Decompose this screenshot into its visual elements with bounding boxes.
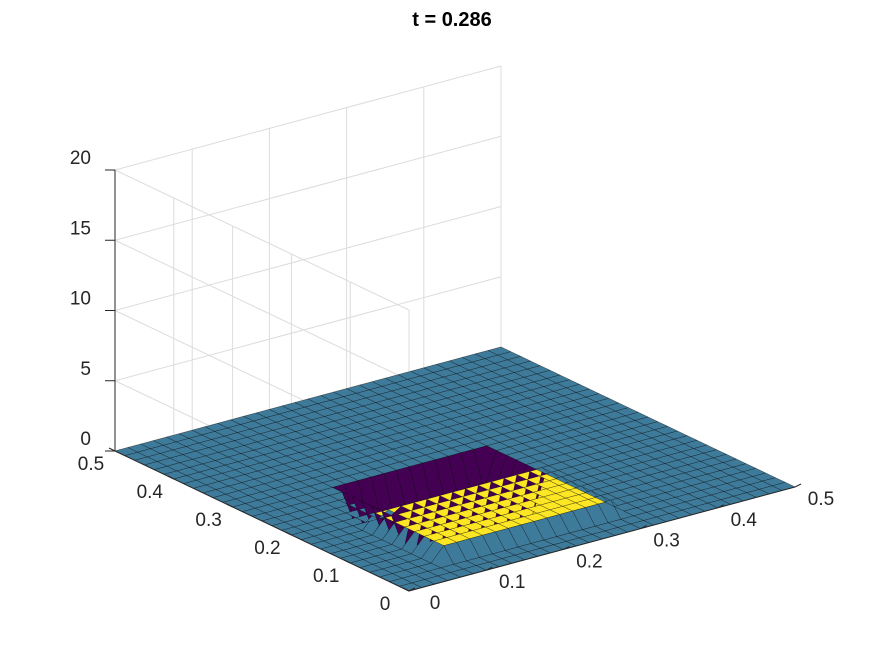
x-tick-mark <box>485 566 493 571</box>
axes <box>105 169 802 592</box>
x-axis-line <box>408 486 796 592</box>
y-tick-label: 0.1 <box>313 566 339 587</box>
tick-labels: 0 0.1 0.2 0.3 0.4 0.5 0 0.1 0.2 0.3 0.4 0.5 0 5 10 15 20 <box>70 148 834 615</box>
y-axis-line <box>114 450 410 592</box>
wall-grid-line <box>114 276 502 382</box>
x-tick-label: 0.2 <box>576 551 602 572</box>
wall-grid-line <box>114 169 410 311</box>
y-tick-mark <box>402 587 410 592</box>
x-tick-mark <box>794 483 802 488</box>
x-tick-label: 0 <box>430 593 441 614</box>
surface-mesh <box>114 346 796 592</box>
z-tick-label: 0 <box>80 429 91 450</box>
x-tick-label: 0.4 <box>731 510 758 531</box>
y-tick-mark <box>226 503 233 508</box>
y-tick-mark <box>343 559 351 564</box>
wall-grid-line <box>114 135 502 241</box>
x-tick-label: 0.3 <box>653 531 679 552</box>
x-tick-mark <box>717 504 725 509</box>
y-tick-mark <box>285 531 292 536</box>
x-tick-mark <box>563 545 570 550</box>
x-tick-label: 0.5 <box>808 489 834 510</box>
y-tick-label: 0 <box>380 594 391 615</box>
wall-grid-line <box>114 65 502 171</box>
y-tick-label: 0.5 <box>78 454 104 475</box>
y-tick-label: 0.3 <box>195 510 221 531</box>
z-tick-label: 20 <box>70 148 91 169</box>
x-tick-label: 0.1 <box>499 572 525 593</box>
y-tick-mark <box>167 475 175 480</box>
x-tick-mark <box>408 587 416 592</box>
y-tick-label: 0.4 <box>137 482 164 503</box>
z-tick-label: 5 <box>80 359 91 380</box>
z-tick-label: 15 <box>70 218 91 239</box>
y-tick-label: 0.2 <box>254 538 280 559</box>
plot-title: t = 0.286 <box>412 9 492 31</box>
wall-grid-line <box>114 239 410 381</box>
x-tick-mark <box>640 525 647 530</box>
z-tick-label: 10 <box>70 289 91 310</box>
wall-grid-line <box>114 206 502 311</box>
